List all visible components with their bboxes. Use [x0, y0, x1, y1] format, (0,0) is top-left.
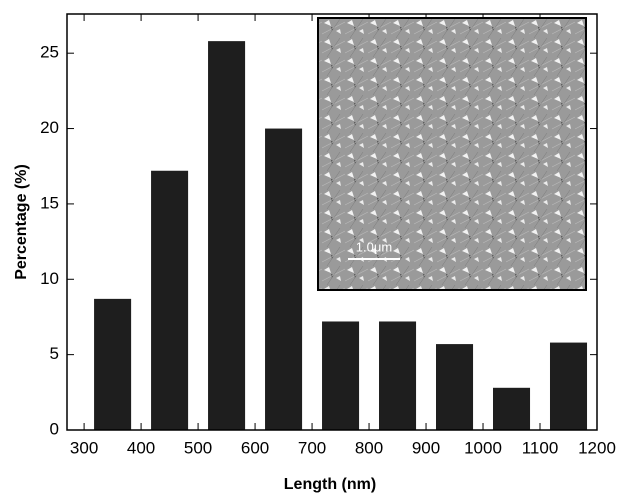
y-tick-label: 5 [50, 344, 59, 363]
y-tick-label: 0 [50, 419, 59, 438]
bar [550, 343, 587, 430]
y-axis-label: Percentage (%) [13, 164, 30, 280]
bar [94, 299, 131, 430]
x-tick-label: 400 [127, 438, 155, 457]
x-tick-label: 1100 [522, 438, 559, 457]
x-tick-label: 900 [412, 438, 440, 457]
inset-scale-label: 1.0μm [356, 239, 392, 254]
x-tick-label: 600 [241, 438, 269, 457]
x-tick-label: 1200 [578, 438, 616, 457]
y-tick-label: 15 [40, 193, 59, 212]
bar [322, 321, 359, 430]
x-tick-label: 300 [70, 438, 98, 457]
page: {"chart_data": {"type": "histogram", "x_… [0, 0, 620, 503]
bar [379, 321, 416, 430]
bar [265, 129, 302, 430]
x-tick-label: 1000 [464, 438, 502, 457]
y-tick-label: 20 [40, 118, 59, 137]
y-tick-label: 25 [40, 43, 59, 62]
x-tick-label: 500 [184, 438, 212, 457]
chart: Length (nm) Percentage (%) 300 400 500 600 7… [0, 0, 620, 498]
x-tick-label: 700 [298, 438, 326, 457]
x-tick-label: 800 [355, 438, 383, 457]
bar [436, 344, 473, 430]
bar [151, 171, 188, 430]
bar [493, 388, 530, 430]
bar [208, 41, 245, 430]
y-tick-label: 10 [40, 269, 59, 288]
x-axis-label: Length (nm) [284, 476, 376, 493]
